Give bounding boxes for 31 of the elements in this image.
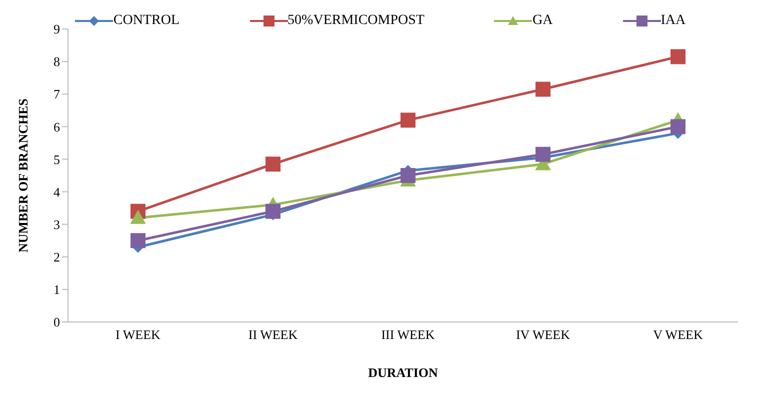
point (670, 49, 686, 64)
y-tick-label: 9 (54, 22, 60, 37)
y-axis-title: NUMBER OF BRANCHES (16, 98, 31, 253)
point (670, 119, 686, 134)
y-tick-label: 2 (54, 250, 60, 265)
legend-label: 50%VERMICOMPOST (288, 13, 424, 29)
legend-label: GA (532, 13, 553, 29)
y-tick-label: 1 (54, 282, 60, 298)
x-tick-label: II WEEK (248, 327, 298, 342)
x-tick-label: IV WEEK (516, 327, 571, 342)
legend-label: CONTROL (113, 13, 180, 29)
y-tick-label: 8 (54, 54, 60, 70)
point (400, 168, 416, 183)
y-tick-label: 6 (54, 119, 60, 134)
legend-label: IAA (660, 13, 686, 29)
x-axis-title: DURATION (368, 365, 439, 380)
point (266, 156, 280, 172)
y-tick-label: 5 (54, 152, 60, 167)
point (130, 233, 146, 248)
point (536, 82, 550, 97)
y-tick-label: 7 (54, 86, 60, 102)
y-tick-label: 0 (54, 314, 60, 330)
y-tick-label: 4 (54, 184, 60, 200)
x-tick-label: III WEEK (381, 327, 436, 342)
x-tick-label: I WEEK (116, 327, 162, 342)
point (130, 210, 146, 224)
y-tick-label: 3 (54, 216, 60, 232)
point (536, 146, 550, 162)
point (266, 204, 280, 219)
point (400, 112, 416, 128)
x-tick-label: V WEEK (653, 327, 704, 342)
